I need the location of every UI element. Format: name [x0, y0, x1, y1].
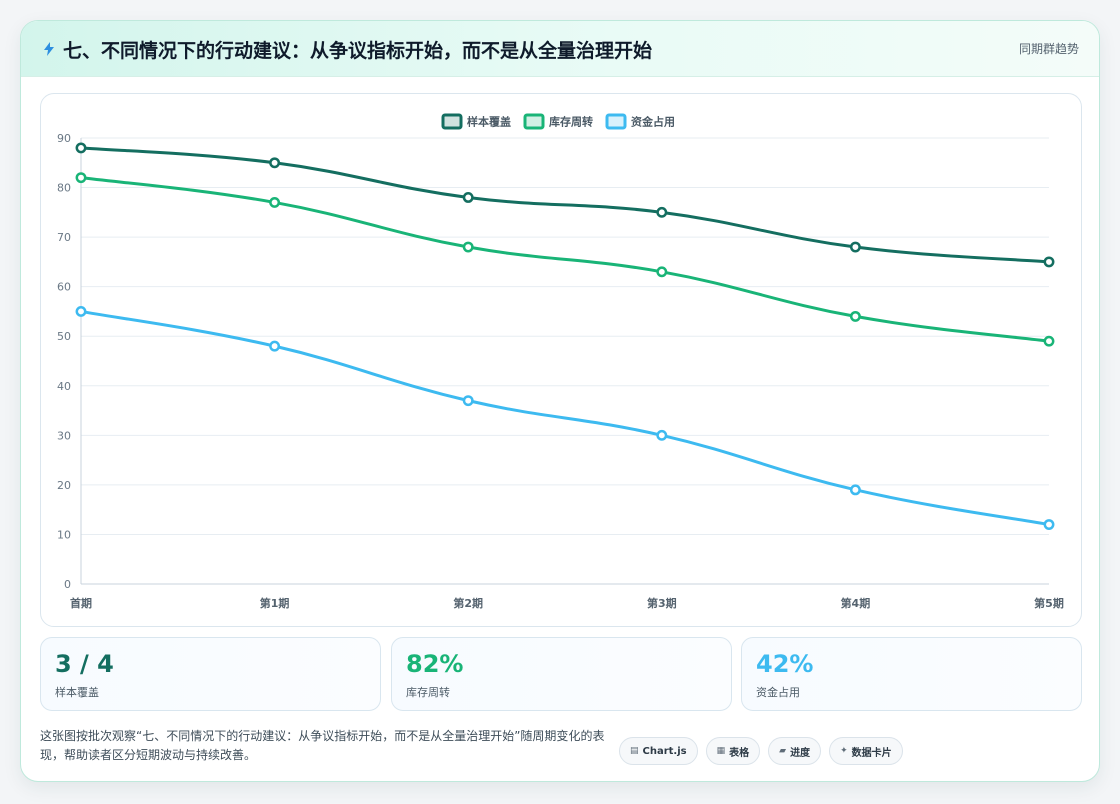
y-tick-label: 20	[57, 479, 71, 492]
data-point	[849, 484, 861, 496]
sparkle-icon: ✦	[840, 746, 848, 756]
x-tick-label: 第3期	[647, 596, 677, 610]
stat-card-coverage: 3 / 4 样本覆盖	[40, 637, 381, 711]
data-point	[1043, 256, 1055, 268]
lightning-icon	[44, 42, 54, 56]
stat-label: 库存周转	[406, 686, 450, 699]
stat-value: 3 / 4	[55, 650, 114, 678]
data-point	[656, 429, 668, 441]
x-tick-label: 第5期	[1034, 596, 1064, 610]
chip-label: Chart.js	[642, 745, 687, 757]
data-point	[462, 241, 474, 253]
stat-value: 82%	[406, 650, 464, 678]
chip-label: 进度	[790, 747, 811, 759]
data-point	[656, 206, 668, 218]
x-tick-label: 第4期	[841, 596, 871, 610]
y-tick-label: 30	[57, 429, 71, 442]
data-point	[1043, 335, 1055, 347]
chart-panel: 0 10 20 30 40 50 60 70 80 90 首期 第1期 第2期 第3期 第4期 第5期 样本覆盖…	[40, 93, 1082, 627]
data-point	[1043, 519, 1055, 530]
legend-label: 资金占用	[631, 115, 675, 129]
stat-card-turnover: 82% 库存周转	[391, 637, 732, 711]
data-point	[462, 192, 474, 203]
data-point	[75, 142, 87, 154]
data-point	[269, 196, 281, 208]
chip-chartjs[interactable]: ▤ Chart.js	[619, 737, 698, 765]
chip-progress[interactable]: ▰ 进度	[768, 737, 822, 765]
progress-icon: ▰	[779, 746, 787, 756]
y-tick-label: 60	[57, 281, 71, 294]
legend-swatch	[441, 113, 463, 130]
series-line-1	[79, 176, 1051, 343]
report-card: 七、不同情况下的行动建议：从争议指标开始，而不是从全量治理开始 同期群趋势 0 1…	[20, 20, 1100, 782]
data-point	[462, 395, 474, 407]
y-tick-label: 80	[57, 182, 71, 195]
section-tag: 同期群趋势	[1018, 42, 1079, 56]
y-tick-label: 90	[57, 132, 71, 145]
table-icon: ▦	[716, 746, 726, 756]
stat-card-capital: 42% 资金占用	[741, 637, 1082, 711]
legend-swatch	[605, 113, 627, 130]
legend-label: 库存周转	[549, 115, 593, 129]
series-line-0	[79, 146, 1051, 264]
x-tick-label: 第1期	[260, 596, 290, 610]
data-point	[75, 172, 87, 184]
line-chart: 0 10 20 30 40 50 60 70 80 90 首期 第1期 第2期 第3期 第4期 第5期 样本覆盖…	[57, 113, 1064, 610]
stat-label: 资金占用	[756, 686, 800, 699]
card-header: 七、不同情况下的行动建议：从争议指标开始，而不是从全量治理开始 同期群趋势	[21, 21, 1099, 77]
data-point	[656, 266, 668, 278]
page-title: 七、不同情况下的行动建议：从争议指标开始，而不是从全量治理开始	[63, 40, 653, 62]
legend-swatch	[523, 113, 545, 130]
data-point	[75, 305, 87, 317]
y-tick-label: 70	[57, 231, 71, 244]
chart-description: 这张图按批次观察“七、不同情况下的行动建议：从争议指标开始，而不是从全量治理开始…	[40, 729, 605, 762]
series-line-2	[79, 309, 1051, 527]
stat-label: 样本覆盖	[55, 686, 99, 699]
chip-data-card[interactable]: ✦ 数据卡片	[829, 737, 903, 765]
y-tick-label: 50	[57, 330, 71, 343]
x-tick-label: 第2期	[453, 596, 483, 610]
data-point	[849, 310, 861, 322]
y-tick-label: 10	[57, 528, 71, 541]
legend-label: 样本覆盖	[467, 115, 511, 129]
y-tick-label: 0	[64, 578, 71, 591]
x-tick-label: 首期	[70, 596, 92, 610]
chip-table[interactable]: ▦ 表格	[705, 737, 761, 765]
chip-label: 表格	[729, 747, 750, 759]
stat-value: 42%	[756, 650, 814, 678]
chart-icon: ▤	[630, 746, 639, 756]
data-point	[849, 241, 861, 253]
chip-label: 数据卡片	[851, 747, 892, 759]
y-tick-label: 40	[57, 380, 71, 393]
data-point	[269, 157, 281, 169]
tech-chips: ▤ Chart.js ▦ 表格 ▰ 进度 ✦ 数据卡片	[619, 737, 903, 765]
data-point	[269, 340, 281, 352]
